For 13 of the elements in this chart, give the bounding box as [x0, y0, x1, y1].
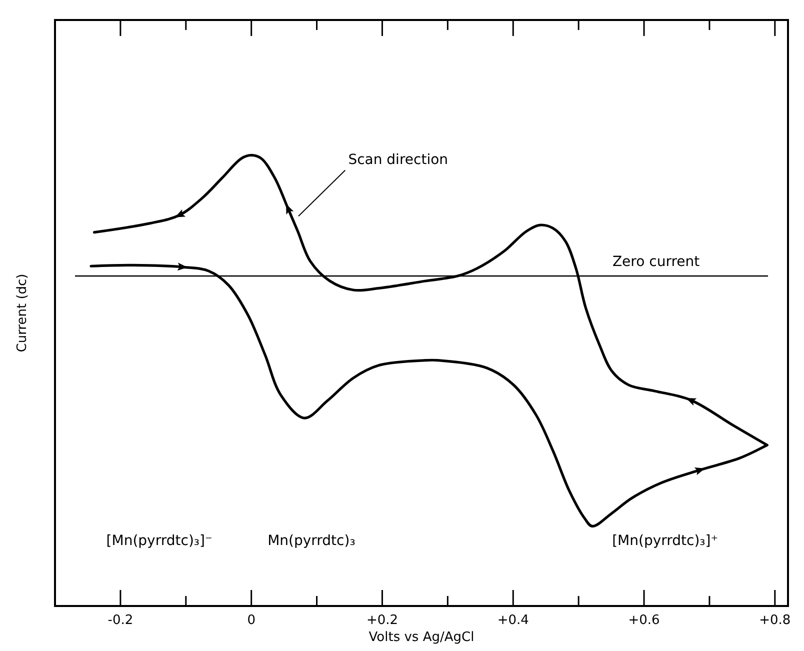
x-tick-label: +0.4: [497, 613, 529, 628]
x-tick-label: +0.2: [366, 613, 398, 628]
ref-line-label: Zero current: [612, 254, 700, 270]
annotation: Mn(pyrrdtc)₃: [268, 533, 356, 550]
annotation: Scan direction: [348, 152, 448, 168]
y-axis-title: Current (dc): [15, 274, 30, 352]
x-tick-label: +0.6: [628, 613, 660, 628]
annotation: [Mn(pyrrdtc)₃]⁻: [106, 533, 212, 550]
x-tick-label: +0.8: [759, 613, 791, 628]
x-tick-label: -0.2: [108, 613, 134, 628]
x-tick-label: 0: [247, 613, 256, 628]
x-axis-title: Volts vs Ag/AgCl: [368, 630, 474, 645]
annotation: [Mn(pyrrdtc)₃]⁺: [612, 533, 718, 550]
